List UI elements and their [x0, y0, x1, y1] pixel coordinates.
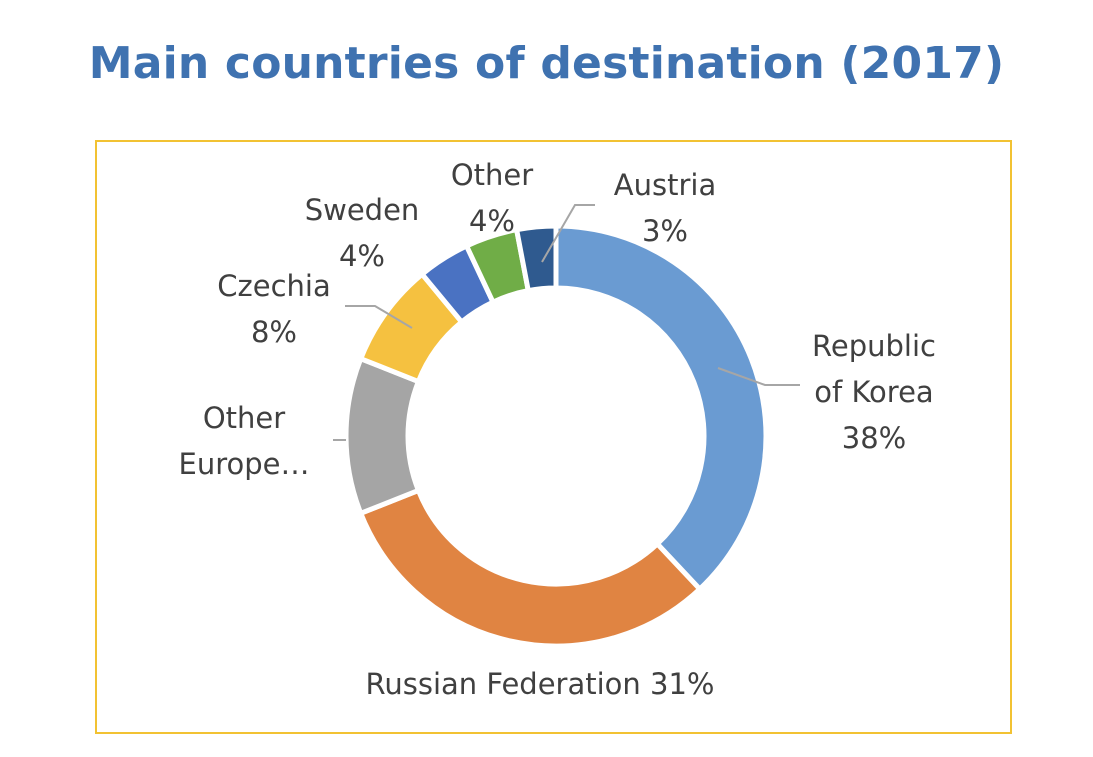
data-label: Other Europe… — [179, 401, 310, 481]
data-label: Other 4% — [451, 158, 533, 238]
donut-slice-austria — [513, 223, 559, 294]
leader-line — [717, 367, 800, 386]
data-label: Republic of Korea 38% — [812, 329, 936, 455]
leader-line — [345, 305, 413, 329]
data-label: Sweden 4% — [305, 193, 420, 273]
leader-line — [541, 204, 595, 263]
donut-slice-russian-federation — [357, 487, 704, 649]
chart-title: Main countries of destination (2017) — [88, 38, 1005, 89]
data-label: Austria 3% — [614, 168, 716, 248]
donut-slice-republic-of-korea — [553, 223, 769, 593]
data-label: Russian Federation 31% — [366, 667, 715, 701]
chart-frame — [95, 140, 1012, 734]
data-label: Czechia 8% — [217, 269, 330, 349]
donut-slice-other-europe — [343, 355, 422, 517]
